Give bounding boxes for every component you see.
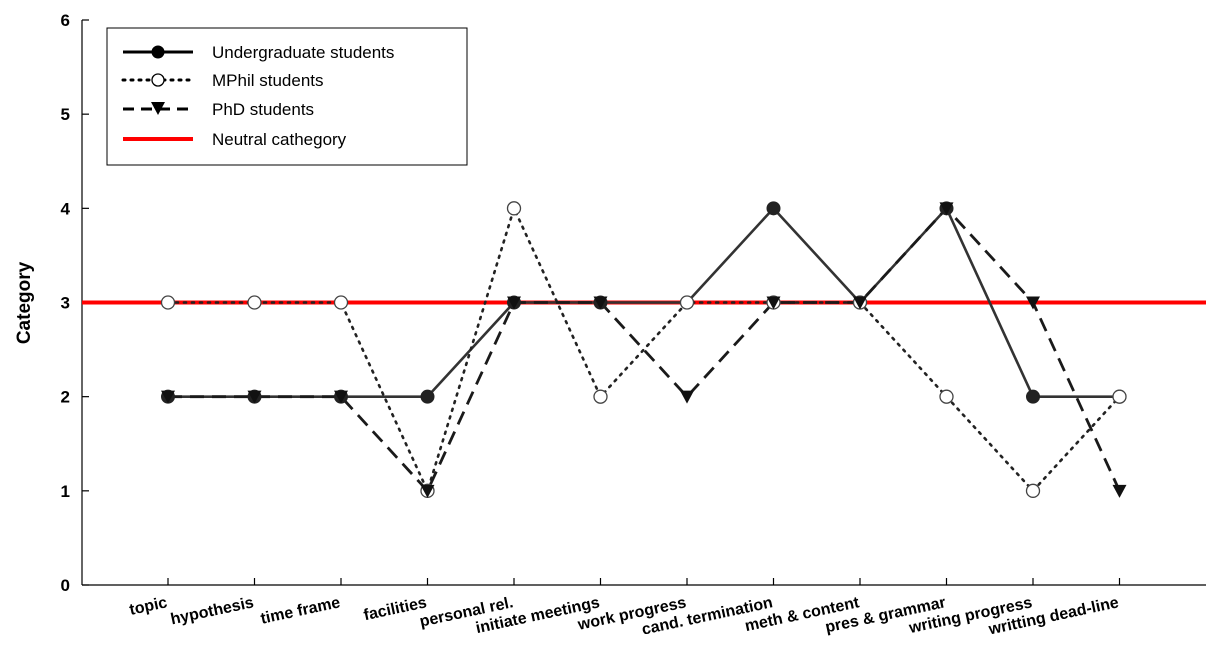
legend-label-phd: PhD students: [212, 100, 314, 119]
y-tick-label: 2: [61, 388, 70, 407]
data-point: [593, 296, 608, 310]
series-group: [160, 201, 1127, 498]
y-tick-label: 1: [61, 482, 70, 501]
data-point: [160, 295, 176, 310]
data-point: [1026, 296, 1040, 310]
y-tick-label: 0: [61, 576, 70, 595]
series-dashed: [168, 206, 1121, 493]
series-line: [166, 207, 1121, 493]
x-tick-label: topic: [128, 594, 169, 619]
data-point: [334, 390, 348, 404]
y-tick-label: 4: [61, 199, 71, 218]
data-point: [1026, 389, 1040, 404]
series-line: [168, 206, 1121, 493]
legend-label-undergraduate: Undergraduate students: [212, 43, 394, 62]
data-point: [766, 201, 781, 216]
series-markers-dashed: [161, 202, 1127, 498]
legend-entry-undergraduate: Undergraduate students: [123, 43, 394, 62]
legend-swatch-marker: [151, 73, 165, 87]
data-point: [766, 296, 781, 310]
legend: Undergraduate students MPhil students Ph…: [106, 27, 468, 166]
data-point: [853, 296, 867, 310]
data-point: [1025, 483, 1041, 498]
series-dotted: [166, 207, 1121, 493]
data-point: [939, 202, 954, 216]
x-tick-label: hypothesis: [169, 594, 255, 628]
legend-swatch-marker: [151, 45, 165, 59]
data-point: [161, 390, 175, 404]
data-point: [680, 390, 694, 404]
legend-label-mphil: MPhil students: [212, 71, 324, 90]
data-point: [1112, 389, 1127, 404]
data-point: [506, 201, 522, 216]
y-ticks: 0 1 2 3 4 5 6: [61, 11, 89, 595]
data-point: [420, 389, 435, 404]
data-point: [247, 295, 262, 310]
y-tick-label: 3: [61, 294, 70, 313]
data-point: [247, 390, 262, 404]
data-point: [679, 295, 695, 310]
legend-entry-phd: PhD students: [123, 100, 314, 119]
y-tick-label: 6: [61, 11, 70, 30]
data-point: [420, 484, 435, 498]
x-ticks: topic hypothesis time frame facilitiesperso…: [128, 578, 1120, 639]
data-point: [593, 389, 608, 404]
legend-swatch-marker: [151, 102, 165, 115]
y-tick-label: 5: [61, 105, 70, 124]
legend-entry-neutral: Neutral cathegory: [123, 130, 347, 149]
x-tick-label: time frame: [259, 594, 342, 627]
data-point: [1112, 484, 1127, 498]
legend-entry-mphil: MPhil students: [121, 71, 324, 90]
data-point: [333, 295, 349, 310]
data-point: [507, 296, 521, 310]
y-axis-label: Category: [14, 261, 35, 344]
legend-label-neutral: Neutral cathegory: [212, 130, 347, 149]
data-point: [939, 389, 954, 404]
